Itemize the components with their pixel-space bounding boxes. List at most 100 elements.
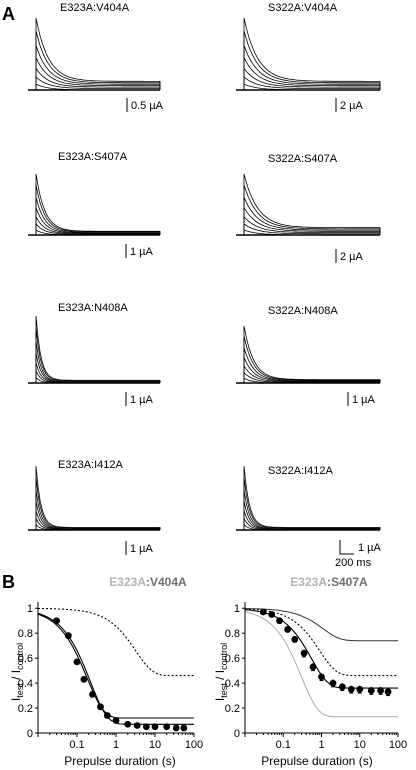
y-label-sep: / I (9, 670, 23, 683)
scale-label: 1 µA (130, 543, 154, 555)
y-tick-label: 1 (27, 603, 33, 615)
current-trace (240, 17, 381, 91)
current-trace (240, 357, 381, 384)
current-trace (32, 30, 161, 91)
x-tick-label: 10 (149, 739, 161, 751)
fit-curve (244, 608, 398, 642)
data-point (347, 685, 355, 693)
current-trace (32, 229, 160, 236)
data-point (73, 658, 81, 666)
y-tick-label: 0.4 (18, 678, 33, 690)
x-tick-label: 0.1 (69, 739, 84, 751)
current-trace (240, 477, 381, 531)
trace-panel-e323a-v404a: E323A:V404A 0.5 µA (28, 2, 164, 112)
current-trace (240, 490, 381, 531)
current-trace (240, 83, 380, 91)
data-point (163, 723, 171, 731)
current-trace (240, 371, 381, 384)
current-trace (32, 477, 161, 531)
current-trace (240, 76, 381, 91)
trace-family (236, 173, 381, 236)
chart-e323a-s407a: E323A:S407A 0 0.2 0.4 0.6 0.8 1 0.1 1 10 100 Prep… (213, 575, 407, 768)
data-point (291, 636, 299, 643)
title-suffix: :S407A (327, 575, 368, 589)
y-label-sub1: test (15, 683, 25, 698)
y-label-sub2: control (15, 643, 25, 670)
trace-label: S322A:V404A (268, 2, 338, 14)
fit-curve (37, 613, 194, 719)
trace-family (28, 17, 161, 91)
current-trace (240, 377, 380, 384)
scale-label: 2 µA (340, 251, 364, 263)
x-axis-label: Prepulse duration (s) (261, 754, 372, 768)
time-scale-label: 200 ms (335, 557, 372, 569)
x-tick-label: 10 (354, 739, 366, 751)
data-point (259, 608, 267, 616)
current-trace (240, 206, 381, 236)
current-trace (240, 524, 380, 531)
data-point (329, 679, 337, 687)
data-point (318, 673, 325, 681)
scale-label: 0.5 µA (131, 100, 164, 112)
trace-panel-s322a-v404a: S322A:V404A 2 µA (236, 2, 381, 112)
x-tick-label: 100 (185, 739, 203, 751)
data-point (124, 720, 132, 728)
current-trace (240, 173, 381, 236)
trace-panel-s322a-s407a: S322A:S407A 2 µA (236, 153, 381, 263)
current-trace (240, 465, 381, 531)
fit-curve (37, 607, 194, 677)
title-suffix: :V404A (146, 575, 187, 589)
data-point (103, 712, 111, 719)
trace-family (236, 325, 381, 384)
y-label-sub2: control (219, 643, 229, 670)
trace-family (28, 315, 161, 384)
current-trace (32, 17, 161, 91)
scale-bar-l (339, 540, 354, 555)
data-point (338, 683, 346, 691)
data-points (259, 608, 392, 697)
current-trace (240, 336, 381, 384)
current-trace (240, 45, 381, 91)
y-tick-label: 0.6 (18, 653, 33, 665)
y-tick-label: 0 (234, 728, 240, 740)
current-trace (32, 173, 161, 236)
data-point (356, 685, 364, 693)
data-point (377, 687, 384, 694)
data-point (151, 723, 159, 731)
y-tick-label: 0.8 (225, 628, 240, 640)
trace-family (28, 173, 161, 236)
scale-label: 1 µA (130, 246, 154, 258)
trace-panel-e323a-i412a: E323A:I412A 1 µA (28, 459, 161, 555)
scale-label: 1 µA (358, 542, 382, 554)
trace-panel-e323a-s407a: E323A:S407A 1 µA (28, 151, 161, 258)
trace-family (236, 465, 381, 531)
y-tick-label: 0.2 (225, 703, 240, 715)
current-trace (240, 215, 381, 236)
y-label-main: I (213, 698, 227, 701)
data-point (300, 649, 308, 657)
data-point (172, 724, 180, 732)
data-point (133, 722, 141, 729)
current-trace (32, 524, 160, 531)
data-point (284, 626, 292, 633)
data-point (64, 632, 72, 640)
current-trace (32, 465, 161, 531)
current-trace (240, 364, 381, 384)
panel-b-letter: B (2, 572, 15, 592)
fit-curves (37, 607, 194, 725)
current-trace (240, 223, 381, 236)
trace-label: E323A:S407A (58, 151, 128, 163)
y-tick-label: 0 (27, 728, 33, 740)
y-label-sub1: test (219, 683, 229, 698)
data-point (309, 663, 317, 671)
current-trace (240, 347, 381, 384)
fit-curves (244, 608, 398, 718)
x-tick-label: 1 (318, 739, 324, 751)
current-trace (32, 197, 161, 236)
current-trace (32, 328, 161, 384)
trace-panel-s322a-n408a: S322A:N408A 1 µA (236, 305, 381, 406)
trace-family (28, 465, 161, 531)
trace-label: S322A:I412A (268, 465, 333, 477)
current-trace (240, 229, 380, 236)
current-trace (32, 315, 161, 384)
